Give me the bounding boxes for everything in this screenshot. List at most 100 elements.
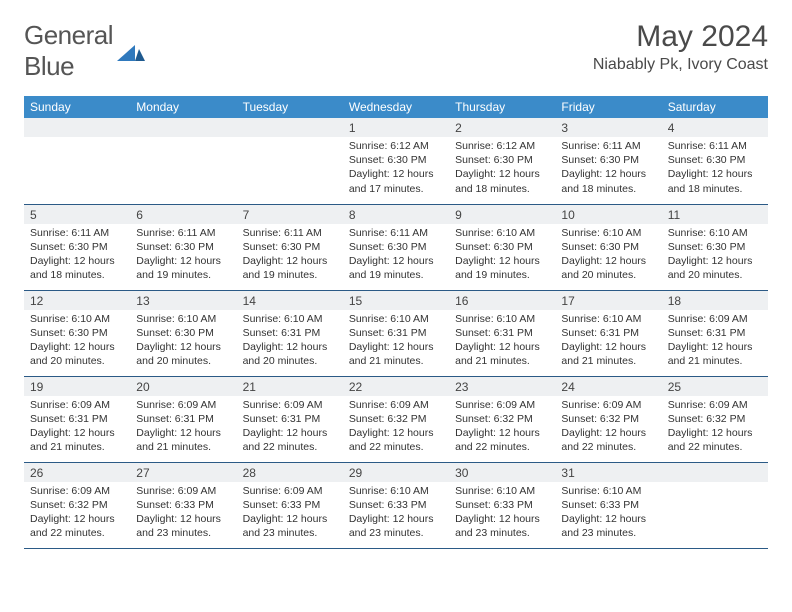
sunset-line: Sunset: 6:32 PM bbox=[668, 413, 746, 425]
day-details: Sunrise: 6:10 AMSunset: 6:33 PMDaylight:… bbox=[343, 482, 449, 545]
daylight-line: Daylight: 12 hours and 20 minutes. bbox=[136, 341, 221, 367]
calendar-cell: 7 Sunrise: 6:11 AM Sunset: 6:30 PM Daylight… bbox=[237, 204, 343, 290]
calendar-cell: 20Sunrise: 6:09 AMSunset: 6:31 PMDayligh… bbox=[130, 376, 236, 462]
sunrise-line: Sunrise: 6:10 AM bbox=[30, 313, 110, 325]
daylight-line: Daylight: 12 hours and 21 minutes. bbox=[455, 341, 540, 367]
location-label: Niabably Pk, Ivory Coast bbox=[593, 56, 768, 74]
day-number bbox=[662, 463, 768, 482]
day-number: 10 bbox=[555, 205, 661, 224]
daylight-line: Daylight: 12 hours and 22 minutes. bbox=[561, 427, 646, 453]
daylight-line: Daylight: 12 hours and 18 minutes. bbox=[668, 168, 753, 194]
weekday-header: Saturday bbox=[662, 96, 768, 118]
daylight-line: Daylight: 12 hours and 21 minutes. bbox=[561, 341, 646, 367]
sunrise-line: Sunrise: 6:09 AM bbox=[136, 485, 216, 497]
calendar-row: 5 Sunrise: 6:11 AM Sunset: 6:30 PM Daylight… bbox=[24, 204, 768, 290]
sunrise-line: Sunrise: 6:09 AM bbox=[349, 399, 429, 411]
sunrise-line: Sunrise: 6:12 AM bbox=[455, 140, 535, 152]
weekday-header: Sunday bbox=[24, 96, 130, 118]
day-number bbox=[130, 118, 236, 137]
sunrise-line: Sunrise: 6:12 AM bbox=[349, 140, 429, 152]
day-number: 2 bbox=[449, 118, 555, 137]
sunrise-line: Sunrise: 6:10 AM bbox=[561, 313, 641, 325]
day-details bbox=[24, 137, 130, 204]
daylight-line: Daylight: 12 hours and 22 minutes. bbox=[455, 427, 540, 453]
day-number: 4 bbox=[662, 118, 768, 137]
sunrise-line: Sunrise: 6:10 AM bbox=[455, 313, 535, 325]
sunrise-line: Sunrise: 6:11 AM bbox=[668, 140, 747, 152]
sunrise-line: Sunrise: 6:09 AM bbox=[136, 399, 216, 411]
day-number: 3 bbox=[555, 118, 661, 137]
sunset-line: Sunset: 6:33 PM bbox=[243, 499, 321, 511]
day-details: Sunrise: 6:09 AMSunset: 6:31 PMDaylight:… bbox=[24, 396, 130, 459]
calendar-cell: 27Sunrise: 6:09 AMSunset: 6:33 PMDayligh… bbox=[130, 462, 236, 548]
sunrise-line: Sunrise: 6:10 AM bbox=[349, 485, 429, 497]
sunset-line: Sunset: 6:30 PM bbox=[455, 241, 533, 253]
day-details: Sunrise: 6:10 AMSunset: 6:30 PMDaylight:… bbox=[130, 310, 236, 373]
calendar-cell: 9Sunrise: 6:10 AMSunset: 6:30 PMDaylight… bbox=[449, 204, 555, 290]
calendar-cell: 26Sunrise: 6:09 AMSunset: 6:32 PMDayligh… bbox=[24, 462, 130, 548]
daylight-line: Daylight: 12 hours and 19 minutes. bbox=[349, 255, 434, 281]
day-details: Sunrise: 6:09 AMSunset: 6:31 PMDaylight:… bbox=[237, 396, 343, 459]
sunrise-line: Sunrise: 6:10 AM bbox=[561, 485, 641, 497]
sunrise-line: Sunrise: 6:11 AM bbox=[349, 227, 428, 239]
daylight-line: Daylight: 12 hours and 22 minutes. bbox=[30, 513, 115, 539]
sunset-line: Sunset: 6:30 PM bbox=[243, 241, 321, 253]
sunset-line: Sunset: 6:31 PM bbox=[243, 327, 321, 339]
sunset-line: Sunset: 6:30 PM bbox=[668, 154, 746, 166]
day-details: Sunrise: 6:12 AMSunset: 6:30 PMDaylight:… bbox=[343, 137, 449, 200]
calendar-cell bbox=[130, 118, 236, 204]
sunset-line: Sunset: 6:32 PM bbox=[561, 413, 639, 425]
calendar-cell: 5Sunrise: 6:11 AMSunset: 6:30 PMDaylight… bbox=[24, 204, 130, 290]
day-details: Sunrise: 6:10 AMSunset: 6:30 PMDaylight:… bbox=[555, 224, 661, 287]
day-number: 14 bbox=[237, 291, 343, 310]
day-details: Sunrise: 6:09 AMSunset: 6:32 PMDaylight:… bbox=[555, 396, 661, 459]
calendar-cell: 15Sunrise: 6:10 AMSunset: 6:31 PMDayligh… bbox=[343, 290, 449, 376]
daylight-line: Daylight: 12 hours and 23 minutes. bbox=[349, 513, 434, 539]
calendar-cell: 28Sunrise: 6:09 AMSunset: 6:33 PMDayligh… bbox=[237, 462, 343, 548]
day-number: 30 bbox=[449, 463, 555, 482]
day-number: 24 bbox=[555, 377, 661, 396]
day-number: 28 bbox=[237, 463, 343, 482]
sunset-line: Sunset: 6:31 PM bbox=[455, 327, 533, 339]
brand-name-b: Blue bbox=[24, 51, 74, 81]
daylight-line: Daylight: 12 hours and 18 minutes. bbox=[455, 168, 540, 194]
month-title: May 2024 bbox=[593, 20, 768, 54]
brand-name-a: General bbox=[24, 20, 113, 50]
daylight-line: Daylight: 12 hours and 21 minutes. bbox=[668, 341, 753, 367]
calendar-cell: 6Sunrise: 6:11 AMSunset: 6:30 PMDaylight… bbox=[130, 204, 236, 290]
day-number: 17 bbox=[555, 291, 661, 310]
day-details: Sunrise: 6:09 AMSunset: 6:31 PMDaylight:… bbox=[130, 396, 236, 459]
calendar-table: SundayMondayTuesdayWednesdayThursdayFrid… bbox=[24, 96, 768, 549]
sunset-line: Sunset: 6:30 PM bbox=[136, 327, 214, 339]
daylight-line: Daylight: 12 hours and 20 minutes. bbox=[668, 255, 753, 281]
day-number: 5 bbox=[24, 205, 130, 224]
calendar-row: 12Sunrise: 6:10 AMSunset: 6:30 PMDayligh… bbox=[24, 290, 768, 376]
day-details: Sunrise: 6:10 AMSunset: 6:31 PMDaylight:… bbox=[237, 310, 343, 373]
sunrise-line: Sunrise: 6:09 AM bbox=[243, 399, 323, 411]
daylight-line: Daylight: 12 hours and 19 minutes. bbox=[136, 255, 221, 281]
calendar-cell bbox=[662, 462, 768, 548]
sunset-line: Sunset: 6:30 PM bbox=[561, 154, 639, 166]
day-details: Sunrise: 6:09 AMSunset: 6:32 PMDaylight:… bbox=[24, 482, 130, 545]
day-details: Sunrise: 6:09 AMSunset: 6:33 PMDaylight:… bbox=[237, 482, 343, 545]
sunrise-line: Sunrise: 6:11 AM bbox=[243, 227, 322, 239]
calendar-cell: 29Sunrise: 6:10 AMSunset: 6:33 PMDayligh… bbox=[343, 462, 449, 548]
calendar-cell: 12Sunrise: 6:10 AMSunset: 6:30 PMDayligh… bbox=[24, 290, 130, 376]
calendar-cell: 19Sunrise: 6:09 AMSunset: 6:31 PMDayligh… bbox=[24, 376, 130, 462]
day-details: Sunrise: 6:09 AMSunset: 6:33 PMDaylight:… bbox=[130, 482, 236, 545]
day-details: Sunrise: 6:10 AMSunset: 6:33 PMDaylight:… bbox=[555, 482, 661, 545]
sunset-line: Sunset: 6:30 PM bbox=[455, 154, 533, 166]
daylight-line: Daylight: 12 hours and 19 minutes. bbox=[243, 255, 328, 281]
sunrise-line: Sunrise: 6:11 AM bbox=[136, 227, 215, 239]
day-number: 27 bbox=[130, 463, 236, 482]
sunset-line: Sunset: 6:31 PM bbox=[243, 413, 321, 425]
calendar-head: SundayMondayTuesdayWednesdayThursdayFrid… bbox=[24, 96, 768, 118]
calendar-cell: 21Sunrise: 6:09 AMSunset: 6:31 PMDayligh… bbox=[237, 376, 343, 462]
calendar-cell: 30Sunrise: 6:10 AMSunset: 6:33 PMDayligh… bbox=[449, 462, 555, 548]
calendar-cell: 23Sunrise: 6:09 AMSunset: 6:32 PMDayligh… bbox=[449, 376, 555, 462]
day-details: Sunrise: 6:10 AMSunset: 6:30 PMDaylight:… bbox=[449, 224, 555, 287]
day-number: 12 bbox=[24, 291, 130, 310]
day-number bbox=[24, 118, 130, 137]
day-number: 7 bbox=[237, 205, 343, 224]
sunrise-line: Sunrise: 6:10 AM bbox=[455, 485, 535, 497]
